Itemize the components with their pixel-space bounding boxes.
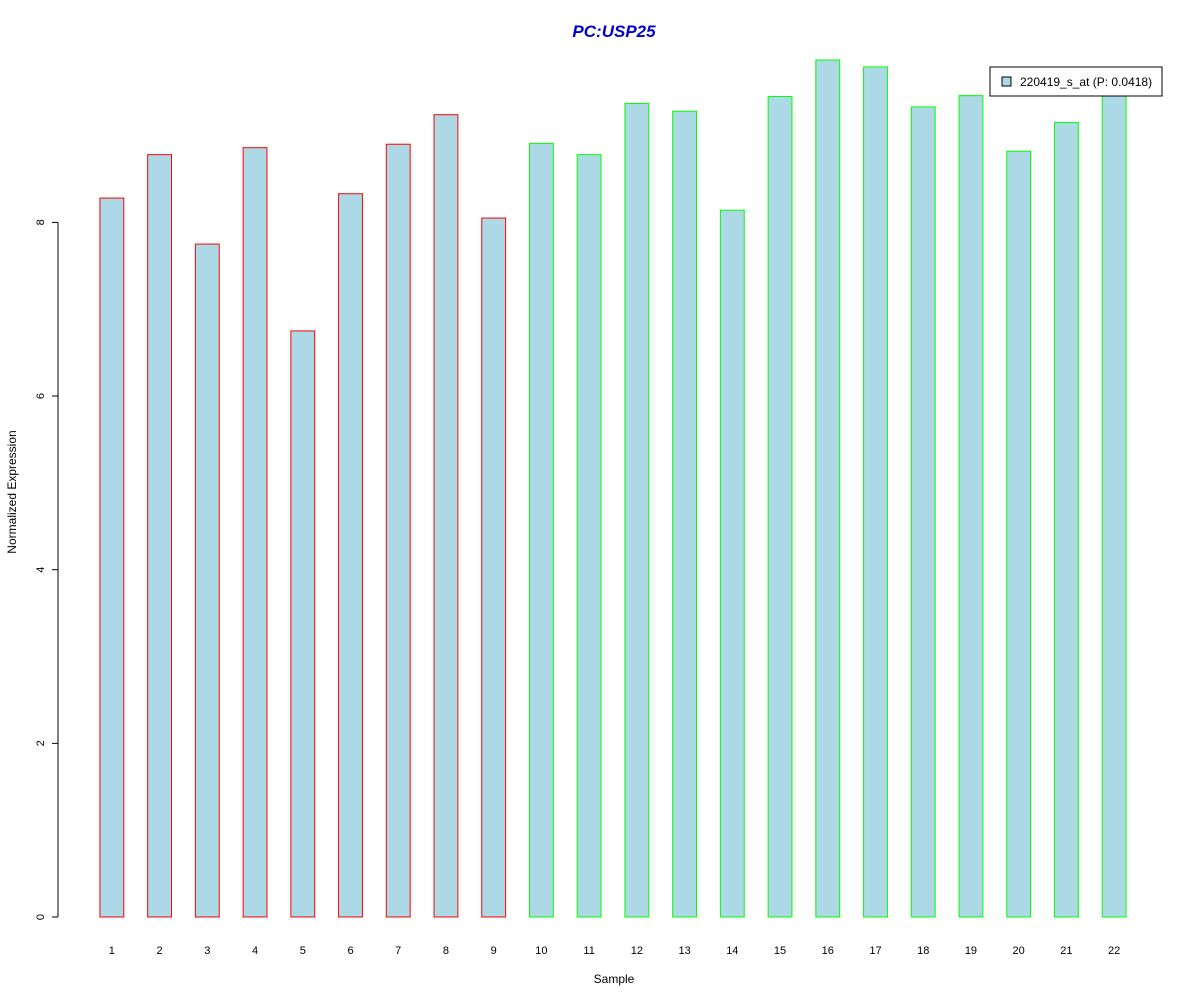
bar	[338, 193, 363, 918]
bar	[481, 217, 507, 918]
x-tick-label: 21	[1060, 945, 1072, 957]
chart-title: PC:USP25	[572, 22, 656, 41]
x-tick-label: 15	[774, 945, 786, 957]
x-tick-label: 13	[678, 945, 690, 957]
x-tick-label: 8	[443, 945, 449, 957]
x-tick-label: 16	[822, 945, 834, 957]
y-tick-label: 0	[35, 914, 47, 920]
legend: 220419_s_at (P: 0.0418)	[989, 66, 1163, 97]
x-tick-label: 5	[300, 945, 306, 957]
bars	[99, 59, 1127, 918]
bar	[1053, 122, 1079, 918]
bar	[1006, 150, 1032, 918]
x-tick-label: 2	[157, 945, 163, 957]
x-tick-label: 3	[204, 945, 210, 957]
x-tick-label: 22	[1108, 945, 1120, 957]
y-tick-label: 2	[35, 740, 47, 746]
x-tick-label: 10	[535, 945, 547, 957]
bar	[290, 330, 316, 918]
bar	[958, 95, 984, 918]
x-tick-label: 6	[347, 945, 353, 957]
bar	[863, 66, 888, 918]
x-tick-label: 19	[965, 945, 977, 957]
bar	[576, 154, 602, 918]
bar	[910, 106, 936, 918]
bar	[1101, 91, 1127, 918]
legend-label: 220419_s_at (P: 0.0418)	[1020, 75, 1152, 89]
bar	[815, 59, 841, 918]
bar	[99, 197, 125, 918]
bar	[242, 147, 268, 918]
x-tick-label: 12	[631, 945, 643, 957]
x-tick-label: 14	[726, 945, 738, 957]
bar	[528, 142, 554, 918]
x-tick-label: 20	[1013, 945, 1025, 957]
legend-box	[989, 66, 1163, 97]
x-tick-label: 11	[583, 945, 594, 957]
x-tick-label: 9	[491, 945, 497, 957]
x-tick-labels: 1 2 3 4 5 6 7 8 9 10 11 12 13 14 15 16 17 18 19 20 21 22	[109, 945, 1120, 957]
x-tick-label: 4	[252, 945, 258, 957]
bar	[767, 95, 793, 918]
x-tick-label: 1	[109, 945, 115, 957]
y-axis: 0 2 4 6 8	[35, 219, 59, 920]
y-axis-label: Normalized Expression	[5, 430, 19, 553]
bar	[147, 154, 173, 918]
x-tick-label: 18	[917, 945, 929, 957]
x-axis-label: Sample	[594, 972, 635, 986]
y-tick-label: 4	[35, 567, 47, 573]
x-tick-label: 7	[395, 945, 401, 957]
bar	[194, 243, 220, 918]
bar	[719, 209, 745, 918]
bar	[624, 102, 650, 918]
y-tick-label: 8	[35, 219, 47, 225]
y-tick-label: 6	[35, 393, 47, 399]
legend-swatch	[1001, 76, 1012, 87]
bar	[385, 143, 411, 918]
bar	[433, 114, 459, 918]
bar	[672, 110, 698, 918]
x-tick-label: 17	[869, 945, 881, 957]
